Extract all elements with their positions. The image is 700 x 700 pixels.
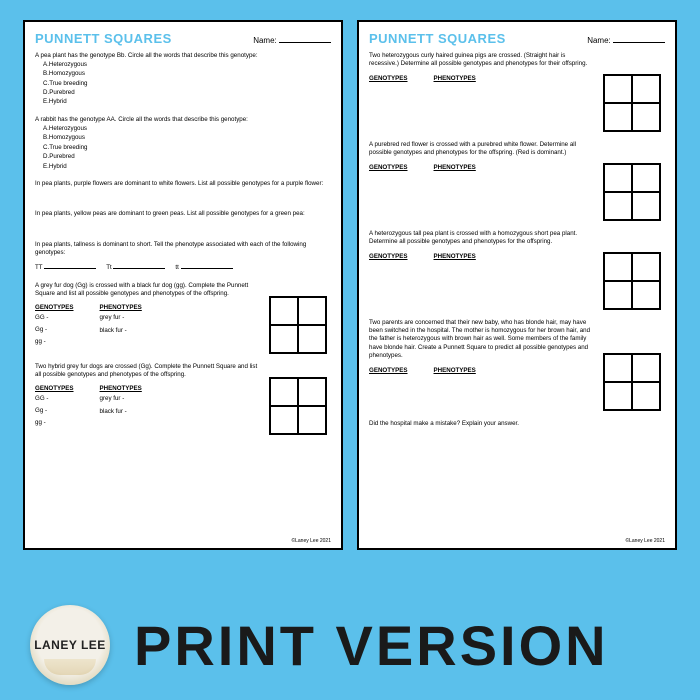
name-field: Name: bbox=[253, 36, 331, 47]
p2-question-4: Two parents are concerned that their new… bbox=[369, 319, 665, 411]
footer-text: PRINT VERSION bbox=[134, 613, 609, 678]
punnett-square bbox=[603, 252, 661, 310]
question-4: In pea plants, yellow peas are dominant … bbox=[35, 210, 331, 231]
author-badge: LANEY LEE bbox=[30, 605, 110, 685]
question-5: In pea plants, tallness is dominant to s… bbox=[35, 241, 331, 273]
copyright: ©Laney Lee 2021 bbox=[291, 538, 331, 545]
p2-question-3: A heterozygous tall pea plant is crossed… bbox=[369, 230, 665, 310]
question-3: In pea plants, purple flowers are domina… bbox=[35, 180, 331, 201]
footer: LANEY LEE PRINT VERSION bbox=[0, 590, 700, 700]
punnett-square bbox=[269, 377, 327, 435]
worksheet-page-1: PUNNETT SQUARES Name: A pea plant has th… bbox=[23, 20, 343, 550]
question-1: A pea plant has the genotype Bb. Circle … bbox=[35, 52, 331, 107]
question-6: A grey fur dog (Gg) is crossed with a bl… bbox=[35, 282, 331, 354]
copyright: ©Laney Lee 2021 bbox=[625, 538, 665, 545]
worksheet-page-2: PUNNETT SQUARES Name: Two heterozygous c… bbox=[357, 20, 677, 550]
question-7: Two hybrid grey fur dogs are crossed (Gg… bbox=[35, 363, 331, 435]
p2-question-1: Two heterozygous curly haired guinea pig… bbox=[369, 52, 665, 132]
punnett-square bbox=[603, 74, 661, 132]
punnett-square bbox=[269, 296, 327, 354]
page-title: PUNNETT SQUARES bbox=[369, 30, 506, 48]
punnett-square bbox=[603, 353, 661, 411]
p2-question-5: Did the hospital make a mistake? Explain… bbox=[369, 420, 665, 428]
punnett-square bbox=[603, 163, 661, 221]
p2-question-2: A purebred red flower is crossed with a … bbox=[369, 141, 665, 221]
page-title: PUNNETT SQUARES bbox=[35, 30, 172, 48]
question-2: A rabbit has the genotype AA. Circle all… bbox=[35, 116, 331, 171]
name-field: Name: bbox=[587, 36, 665, 47]
